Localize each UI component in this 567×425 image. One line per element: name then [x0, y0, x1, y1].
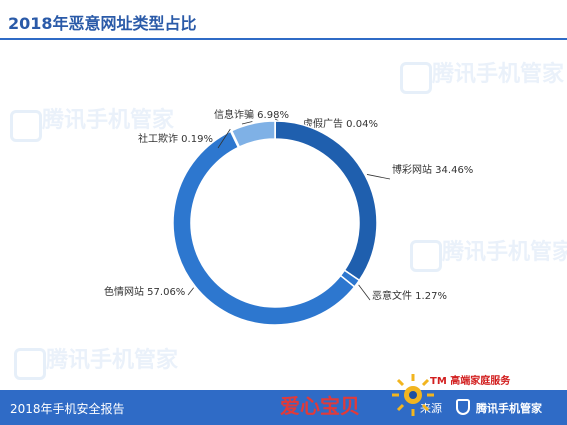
watermark-text: 腾讯手机管家 [432, 62, 565, 87]
leader-line [187, 287, 194, 296]
slice-label: 恶意文件 1.27% [372, 289, 447, 302]
slice-label: 色情网站 57.06% [104, 285, 185, 298]
leader-line [241, 121, 253, 125]
donut-chart: 虚假广告 0.04% 博彩网站 34.46% 恶意文件 1.27% 色情网站 57.0… [0, 40, 567, 385]
watermark-shield-icon [14, 348, 46, 380]
stamp-name-text: 爱心宝贝 [280, 394, 360, 418]
shield-icon [456, 399, 470, 415]
donut-slice [274, 120, 378, 282]
watermark-shield-icon [400, 62, 432, 94]
watermark-text: 腾讯手机管家 [46, 348, 179, 373]
footer-source-label: 来源 [420, 402, 442, 415]
watermark-shield-icon [410, 240, 442, 272]
title-divider [0, 38, 567, 40]
footer-bar: 2018年手机安全报告 来源 腾讯手机管家 [0, 390, 567, 425]
stamp-brand-text: TM 高端家庭服务 [430, 376, 511, 387]
donut-chart-svg: 虚假广告 0.04% 博彩网站 34.46% 恶意文件 1.27% 色情网站 57.0… [104, 108, 473, 326]
page-title: 2018年恶意网址类型占比 [8, 14, 197, 33]
slice-label: 虚假广告 0.04% [303, 117, 378, 130]
donut-slice [172, 130, 356, 326]
slice-label: 博彩网站 34.46% [392, 163, 473, 176]
donut-slice [230, 120, 276, 148]
slice-label: 社工欺诈 0.19% [138, 132, 213, 145]
footer-brand: 腾讯手机管家 [476, 402, 542, 415]
sun-logo-icon [392, 374, 434, 416]
watermark-text: 腾讯手机管家 [42, 108, 175, 133]
leader-line [217, 128, 231, 149]
leader-line [366, 174, 391, 180]
footer-report-title: 2018年手机安全报告 [10, 402, 125, 416]
header: 2018年恶意网址类型占比 [0, 0, 567, 40]
leader-line [358, 284, 371, 301]
slice-label: 信息诈骗 6.98% [214, 108, 289, 121]
watermark-text: 腾讯手机管家 [442, 240, 567, 265]
watermark-shield-icon [10, 110, 42, 142]
